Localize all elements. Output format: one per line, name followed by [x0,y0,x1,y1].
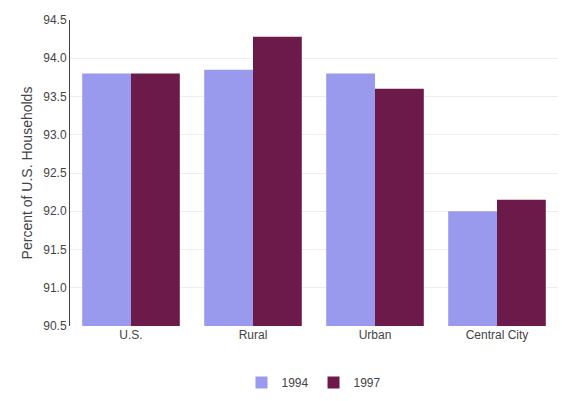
svg-text:Rural: Rural [239,328,268,342]
svg-text:92.0: 92.0 [43,204,67,218]
svg-text:93.0: 93.0 [43,128,67,142]
svg-text:1994: 1994 [282,376,309,390]
svg-text:91.5: 91.5 [43,243,67,257]
svg-text:90.5: 90.5 [43,319,67,333]
svg-text:92.5: 92.5 [43,166,67,180]
svg-text:94.0: 94.0 [43,51,67,65]
svg-text:Percent of U.S. Households: Percent of U.S. Households [19,87,35,260]
svg-text:91.0: 91.0 [43,281,67,295]
svg-text:Urban: Urban [359,328,392,342]
svg-text:U.S.: U.S. [119,328,142,342]
svg-text:Central City: Central City [466,328,529,342]
svg-text:94.5: 94.5 [43,13,67,27]
svg-text:1997: 1997 [354,376,381,390]
svg-text:93.5: 93.5 [43,90,67,104]
